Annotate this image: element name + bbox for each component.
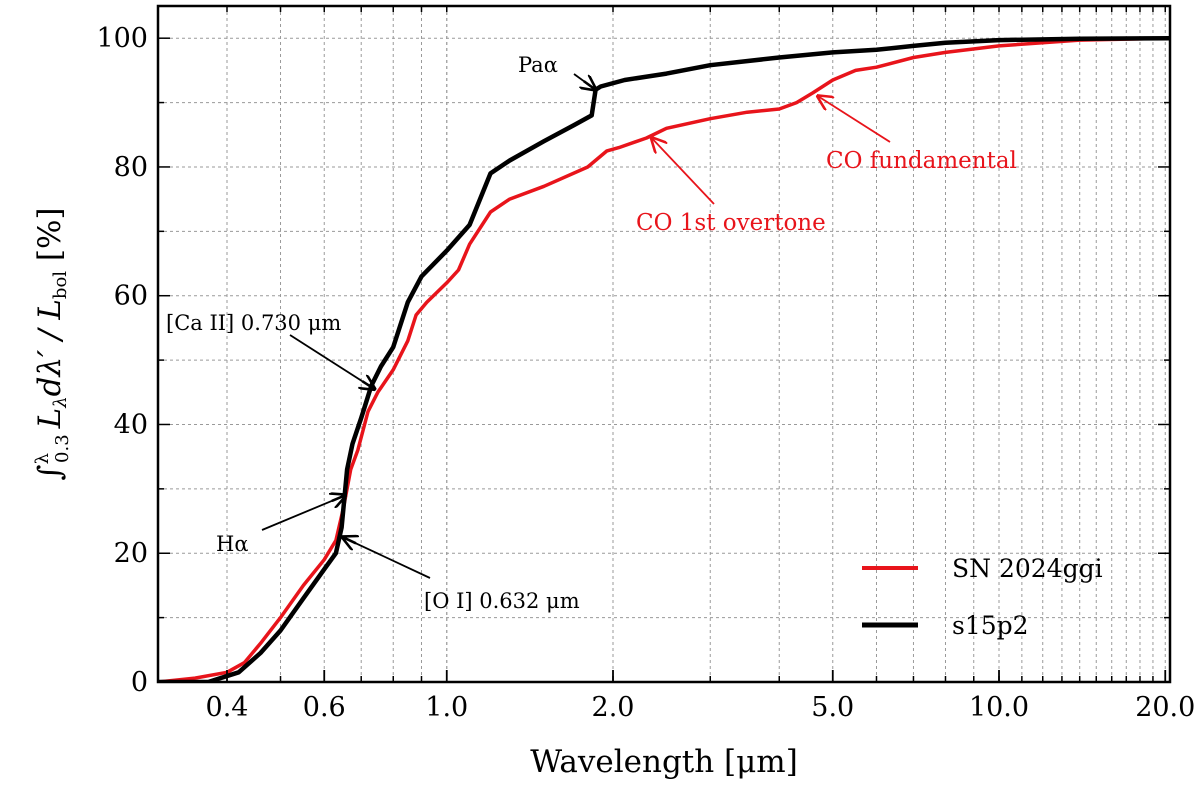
series-lines <box>158 35 1170 682</box>
x-tick-label: 2.0 <box>592 692 635 723</box>
y-axis-label: ∫λ0.3Lλdλ′ / Lbol [%] <box>32 207 73 480</box>
y-label-Lbol: L <box>32 299 68 321</box>
y-tick-label: 80 <box>114 152 148 183</box>
annotation-label: [O I] 0.632 μm <box>424 589 580 613</box>
y-label-dl: dλ′ / <box>32 320 68 397</box>
x-tick-label: 1.0 <box>425 692 468 723</box>
annotation-arrow <box>573 73 596 90</box>
x-tick-label: 10.0 <box>969 692 1029 723</box>
x-tick-label: 0.4 <box>206 692 249 723</box>
x-tick-label: 20.0 <box>1135 692 1195 723</box>
y-tick-label: 100 <box>96 23 148 54</box>
annotation-arrow <box>289 334 375 389</box>
y-tick-label: 40 <box>114 409 148 440</box>
annotation-arrow <box>652 138 715 205</box>
annotation-label: Hα <box>216 532 249 556</box>
x-axis-label: Wavelength [μm] <box>530 744 798 780</box>
y-label-sup: λ <box>32 453 53 464</box>
legend: SN 2024ggi s15p2 <box>862 554 1103 640</box>
y-label-bol: bol <box>50 271 71 299</box>
y-label-L-sub: λ <box>50 396 71 408</box>
grid <box>158 6 1170 682</box>
annotation-arrow <box>818 96 891 143</box>
y-label-L: L <box>32 408 68 430</box>
y-label-integral: ∫ <box>32 464 68 480</box>
annotation-label: CO 1st overtone <box>636 210 826 236</box>
annotation-arrow <box>343 537 431 579</box>
x-tick-label: 0.6 <box>303 692 346 723</box>
y-label-sub: 0.3 <box>52 434 73 463</box>
plot-frame <box>156 4 1172 684</box>
annotation-label: [Ca II] 0.730 μm <box>166 311 341 335</box>
annotations: Paα [Ca II] 0.730 μm Hα [O I] 0.632 μm CO fu… <box>166 53 1017 613</box>
y-tick-label: 60 <box>114 281 148 312</box>
annotation-arrow <box>261 495 345 531</box>
y-tick-label: 20 <box>114 538 148 569</box>
series-line-sn2024ggi <box>158 36 1170 682</box>
series-line-s15p2 <box>158 35 1170 682</box>
annotation-label: CO fundamental <box>826 148 1017 174</box>
legend-label-s15p2: s15p2 <box>952 611 1029 640</box>
y-label-unit: [%] <box>32 207 68 271</box>
x-tick-label: 5.0 <box>811 692 854 723</box>
axis-ticks: 0.4 0.6 1.0 2.0 5.0 10.0 20.0 0 20 40 60 80 100 <box>96 6 1195 723</box>
y-tick-label: 0 <box>131 667 148 698</box>
legend-label-sn2024ggi: SN 2024ggi <box>952 554 1103 583</box>
annotation-label: Paα <box>518 53 558 77</box>
